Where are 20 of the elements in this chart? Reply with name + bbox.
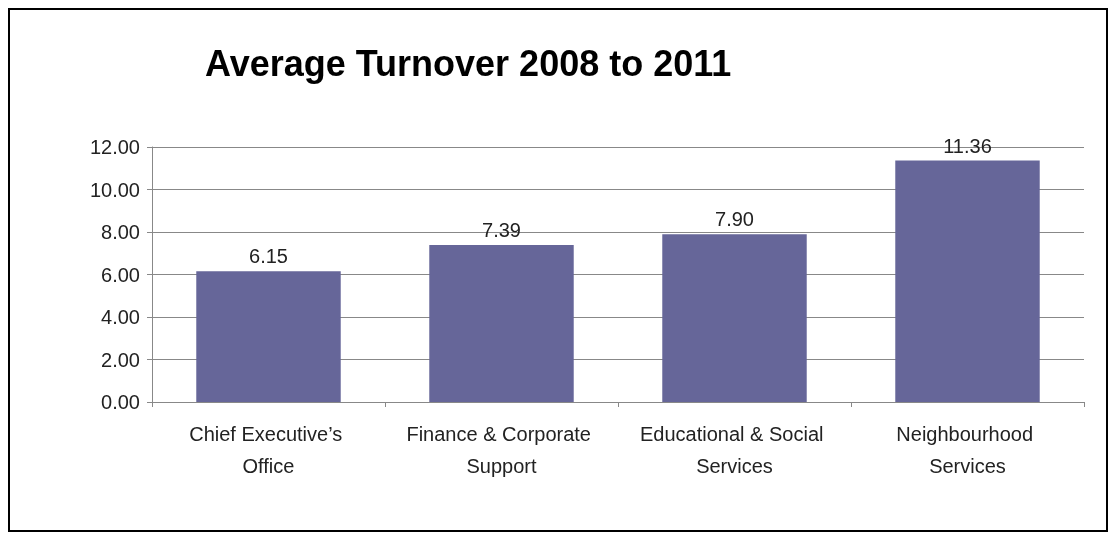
data-label: 11.36 xyxy=(943,134,992,157)
chart-title: Average Turnover 2008 to 2011 xyxy=(205,42,732,84)
x-tick-label: Neighbourhood Services xyxy=(896,423,1039,477)
bar xyxy=(429,244,574,402)
x-tick-label: Chief Executive’s Office xyxy=(189,423,348,477)
bar xyxy=(662,234,807,402)
data-label: 6.15 xyxy=(249,245,288,268)
bar xyxy=(196,271,341,402)
bar xyxy=(895,160,1040,402)
x-tick-label: Educational & Social Services xyxy=(639,423,830,477)
y-tick-label: 12.00 xyxy=(89,136,140,158)
y-tick-label: 8.00 xyxy=(101,221,140,243)
y-tick-label: 2.00 xyxy=(101,348,140,371)
x-tick-label: Finance & Corporate Support xyxy=(406,423,597,477)
data-label: 7.39 xyxy=(482,218,521,241)
y-tick-label: 10.00 xyxy=(89,178,140,201)
y-tick-label: 6.00 xyxy=(101,263,140,286)
y-tick-label: 4.00 xyxy=(101,306,140,328)
data-label: 7.90 xyxy=(715,208,754,231)
y-tick-label: 0.00 xyxy=(101,391,140,413)
